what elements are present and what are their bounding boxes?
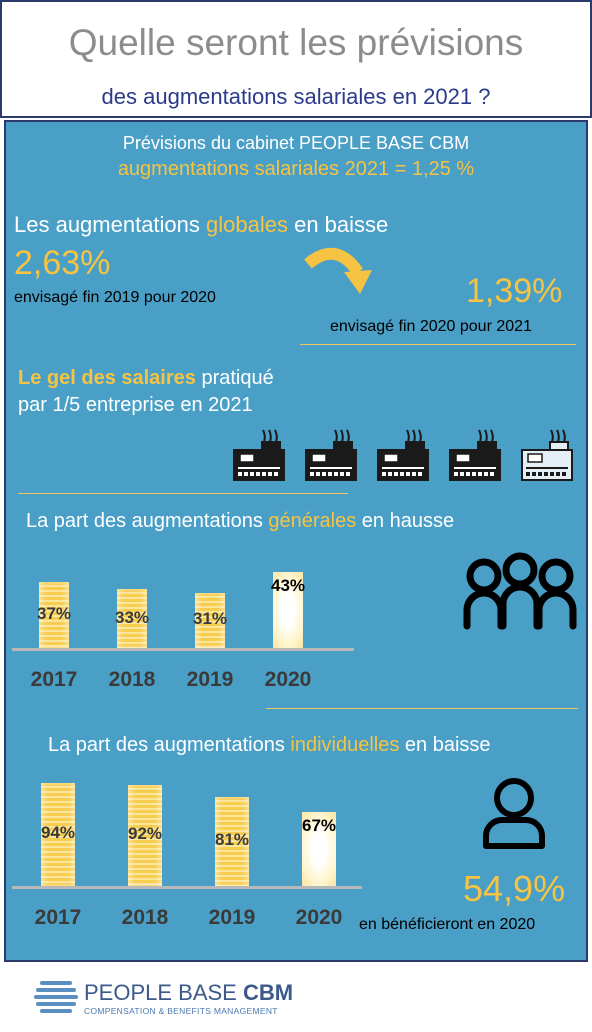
- chart-bar-2018: [117, 589, 147, 648]
- chart-bar-2018: [128, 784, 162, 886]
- globales-title-highlight: globales: [206, 212, 288, 237]
- factory-icon: [449, 429, 501, 481]
- globales-title: Les augmentations globales en baisse: [14, 212, 388, 238]
- chart-bar-2020: [302, 812, 336, 886]
- chart-bar-2019: [195, 592, 225, 648]
- individuelles-stat-caption: en bénéficieront en 2020: [359, 916, 536, 933]
- gel-title-post: pratiqué: [195, 367, 274, 389]
- brand-logo-icon: [34, 981, 78, 1013]
- individuelles-title-highlight: individuelles: [290, 734, 400, 756]
- divider: [18, 493, 348, 494]
- gel-line2: par 1/5 entreprise en 2021: [18, 394, 253, 416]
- generales-title-pre: La part des augmentations: [26, 510, 269, 532]
- factory-icon-frozen: [521, 429, 573, 481]
- brand-name-light: PEOPLE BASE: [84, 980, 243, 1005]
- globales-title-post: en baisse: [287, 212, 389, 237]
- chart-category-label-2017: 2017: [30, 668, 78, 691]
- chart-value-label-2019: 81%: [214, 830, 250, 850]
- individuelles-title-post: en baisse: [399, 734, 491, 756]
- individuelles-chart: 94% 2017 92% 2018 81% 2019 67% 2020: [0, 770, 370, 950]
- factory-icon: [233, 429, 285, 481]
- brand-name-bold: CBM: [242, 980, 294, 1005]
- chart-category-label-2018: 2018: [108, 668, 156, 691]
- chart-bar-2019: [215, 796, 249, 886]
- header: [0, 0, 592, 118]
- brand-tagline: COMPENSATION & BENEFITS MANAGEMENT: [84, 1006, 278, 1016]
- chart-category-label-2017: 2017: [34, 906, 82, 929]
- chart-value-label-2018: 92%: [127, 824, 163, 844]
- individuelles-title: La part des augmentations individuelles …: [48, 734, 491, 757]
- page-subtitle: des augmentations salariales en 2021 ?: [101, 84, 491, 109]
- generales-title: La part des augmentations générales en h…: [26, 510, 454, 533]
- globales-caption-after: envisagé fin 2020 pour 2021: [330, 318, 532, 335]
- chart-axis: [12, 648, 354, 651]
- divider: [300, 344, 576, 345]
- globales-value-before: 2,63%: [14, 244, 111, 282]
- footer: [0, 964, 592, 1032]
- group-people-icon: [463, 552, 577, 630]
- chart-axis: [12, 886, 362, 889]
- chart-bar-2017: [41, 782, 75, 886]
- factory-icons: [230, 428, 580, 488]
- chart-value-label-2020: 67%: [301, 816, 337, 836]
- gel-title: Le gel des salaires pratiqué: [18, 367, 274, 390]
- chart-value-label-2020: 43%: [270, 575, 306, 595]
- globales-value-after: 1,39%: [466, 272, 563, 310]
- intro-line1: Prévisions du cabinet PEOPLE BASE CBM: [122, 133, 470, 153]
- factory-icon: [377, 429, 429, 481]
- chart-category-label-2020: 2020: [295, 906, 343, 929]
- page-title: Quelle seront les prévisions: [68, 22, 524, 63]
- chart-value-label-2017: 37%: [36, 604, 72, 624]
- individuelles-title-pre: La part des augmentations: [48, 734, 291, 756]
- generales-chart: 37% 2017 33% 2018 31% 2019 43% 2020: [0, 540, 360, 710]
- chart-bar-2017: [39, 582, 69, 648]
- chart-value-label-2018: 33%: [114, 607, 150, 627]
- chart-value-label-2017: 94%: [40, 823, 76, 843]
- chart-category-label-2019: 2019: [186, 668, 234, 691]
- generales-title-post: en hausse: [356, 510, 455, 532]
- individuelles-stat-value: 54,9%: [463, 868, 566, 909]
- intro-line2: augmentations salariales 2021 = 1,25 %: [117, 158, 475, 180]
- chart-bar-2020: [273, 571, 303, 648]
- generales-title-highlight: générales: [268, 510, 357, 532]
- chart-category-label-2019: 2019: [208, 906, 256, 929]
- chart-value-label-2019: 31%: [192, 609, 228, 629]
- globales-caption-before: envisagé fin 2019 pour 2020: [14, 289, 216, 306]
- gel-title-highlight: Le gel des salaires: [18, 367, 196, 389]
- brand-name: PEOPLE BASE CBM: [84, 980, 293, 1006]
- chart-category-label-2018: 2018: [121, 906, 169, 929]
- curved-arrow-icon: [304, 247, 372, 294]
- globales-title-pre: Les augmentations: [14, 212, 207, 237]
- factory-icon: [305, 429, 357, 481]
- person-icon: [483, 778, 545, 849]
- chart-category-label-2020: 2020: [264, 668, 312, 691]
- divider: [266, 708, 578, 709]
